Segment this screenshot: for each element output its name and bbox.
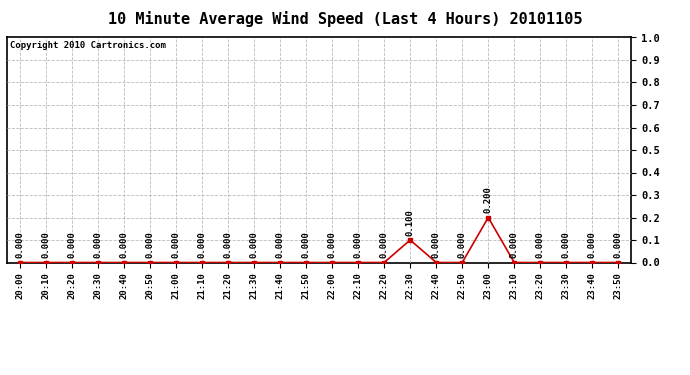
Text: 0.000: 0.000: [535, 231, 545, 258]
Text: 0.200: 0.200: [484, 186, 493, 213]
Text: 0.000: 0.000: [15, 231, 24, 258]
Text: 0.000: 0.000: [68, 231, 77, 258]
Text: 0.000: 0.000: [93, 231, 103, 258]
Text: 0.000: 0.000: [354, 231, 363, 258]
Text: 0.000: 0.000: [614, 231, 623, 258]
Text: 0.000: 0.000: [510, 231, 519, 258]
Text: 0.000: 0.000: [302, 231, 310, 258]
Text: 0.000: 0.000: [380, 231, 388, 258]
Text: 0.000: 0.000: [588, 231, 597, 258]
Text: 0.000: 0.000: [224, 231, 233, 258]
Text: 0.000: 0.000: [119, 231, 128, 258]
Text: 0.000: 0.000: [41, 231, 50, 258]
Text: Copyright 2010 Cartronics.com: Copyright 2010 Cartronics.com: [10, 41, 166, 50]
Text: 0.100: 0.100: [406, 209, 415, 236]
Text: 0.000: 0.000: [250, 231, 259, 258]
Text: 0.000: 0.000: [432, 231, 441, 258]
Text: 0.000: 0.000: [172, 231, 181, 258]
Text: 0.000: 0.000: [457, 231, 466, 258]
Text: 10 Minute Average Wind Speed (Last 4 Hours) 20101105: 10 Minute Average Wind Speed (Last 4 Hou…: [108, 11, 582, 27]
Text: 0.000: 0.000: [562, 231, 571, 258]
Text: 0.000: 0.000: [328, 231, 337, 258]
Text: 0.000: 0.000: [197, 231, 206, 258]
Text: 0.000: 0.000: [146, 231, 155, 258]
Text: 0.000: 0.000: [275, 231, 284, 258]
